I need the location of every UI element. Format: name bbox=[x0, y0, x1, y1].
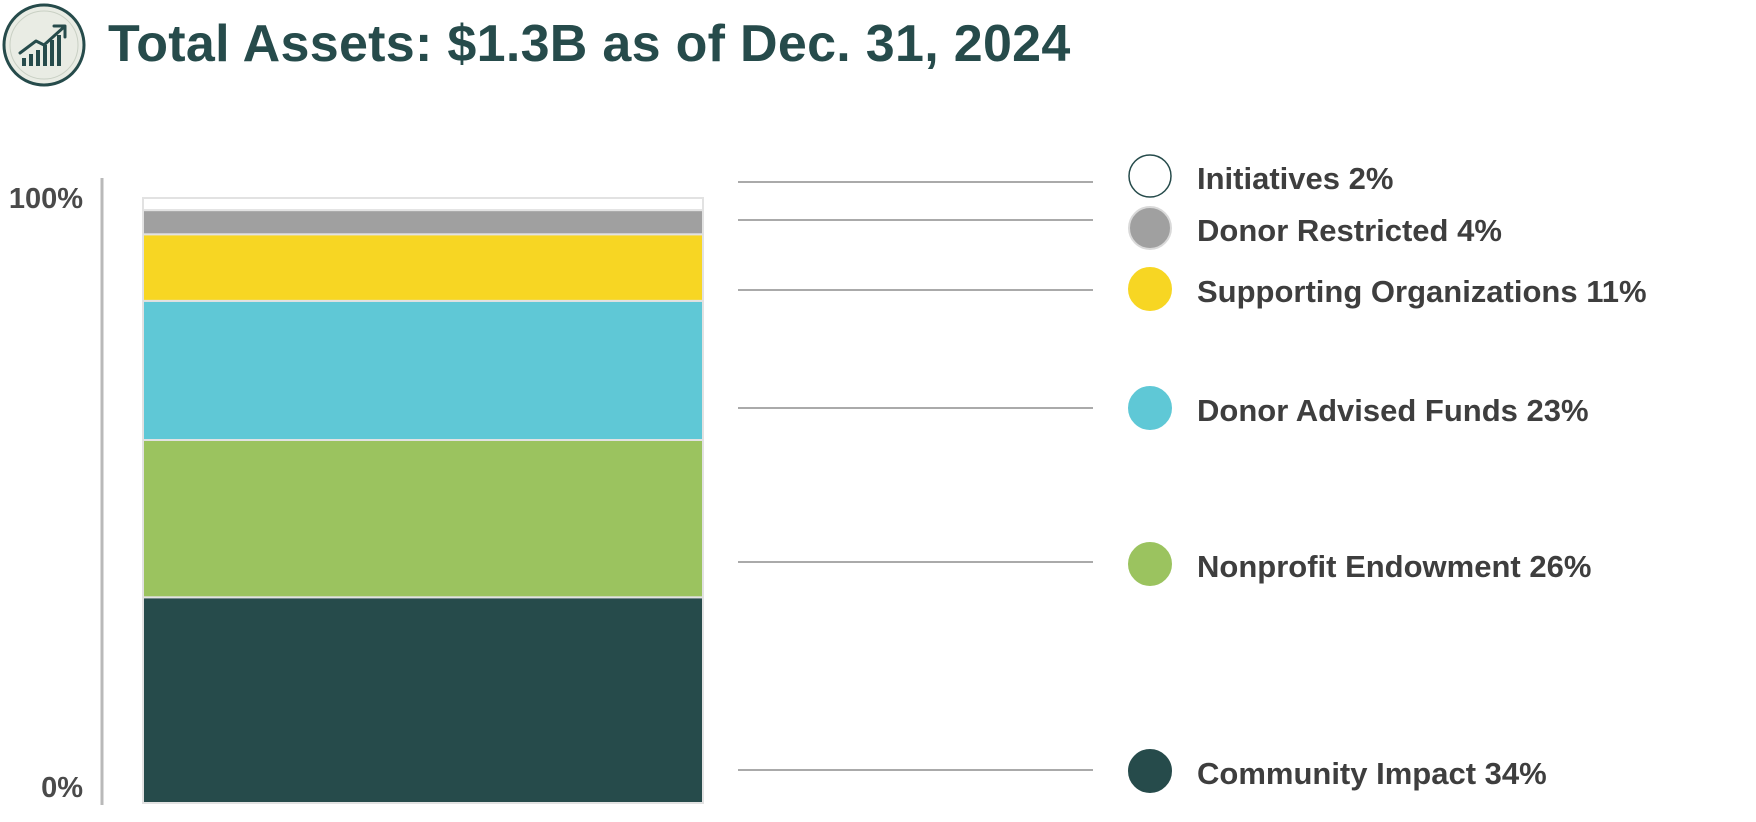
legend-dot bbox=[1128, 749, 1172, 793]
legend-label: Initiatives 2% bbox=[1197, 161, 1393, 196]
legend-label: Community Impact 34% bbox=[1197, 756, 1547, 791]
chart-header: Total Assets: $1.3B as of Dec. 31, 2024 bbox=[0, 0, 1756, 92]
y-tick-label: 100% bbox=[9, 183, 83, 215]
legend-dot bbox=[1128, 206, 1172, 250]
legend-dot bbox=[1128, 386, 1172, 430]
bar-segment-initiatives bbox=[142, 197, 704, 212]
legend-label: Supporting Organizations 11% bbox=[1197, 274, 1647, 309]
bar-segment-community-impact bbox=[142, 596, 704, 804]
y-tick-label: 0% bbox=[41, 772, 83, 804]
bar-segment-supporting-organizations bbox=[142, 233, 704, 302]
legend-label: Nonprofit Endowment 26% bbox=[1197, 549, 1591, 584]
legend-label: Donor Advised Funds 23% bbox=[1197, 393, 1589, 428]
legend-label: Donor Restricted 4% bbox=[1197, 213, 1502, 248]
bar-segment-donor-advised-funds bbox=[142, 299, 704, 441]
bar-segment-donor-restricted bbox=[142, 209, 704, 236]
legend-dot bbox=[1128, 154, 1172, 198]
growth-chart-icon bbox=[2, 3, 86, 87]
page-title: Total Assets: $1.3B as of Dec. 31, 2024 bbox=[108, 15, 1071, 73]
legend-dot bbox=[1128, 542, 1172, 586]
bar-segment-nonprofit-endowment bbox=[142, 439, 704, 599]
legend-dot bbox=[1128, 267, 1172, 311]
